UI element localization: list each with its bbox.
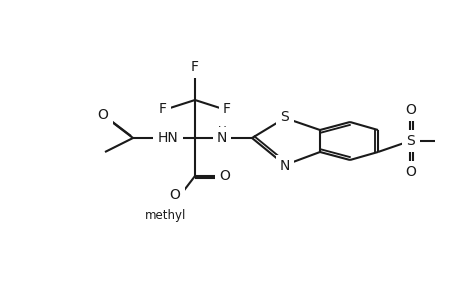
Text: O: O: [219, 169, 230, 183]
Text: S: S: [406, 134, 414, 148]
Text: HN: HN: [157, 131, 178, 145]
Text: O: O: [97, 108, 108, 122]
Text: H: H: [217, 124, 226, 137]
Text: N: N: [279, 159, 290, 173]
Text: methyl: methyl: [145, 209, 186, 223]
Text: O: O: [405, 165, 415, 179]
Text: O: O: [169, 188, 180, 202]
Text: F: F: [159, 102, 167, 116]
Text: F: F: [190, 60, 199, 74]
Text: N: N: [216, 131, 227, 145]
Text: S: S: [280, 110, 289, 124]
Text: O: O: [405, 103, 415, 117]
Text: F: F: [223, 102, 230, 116]
